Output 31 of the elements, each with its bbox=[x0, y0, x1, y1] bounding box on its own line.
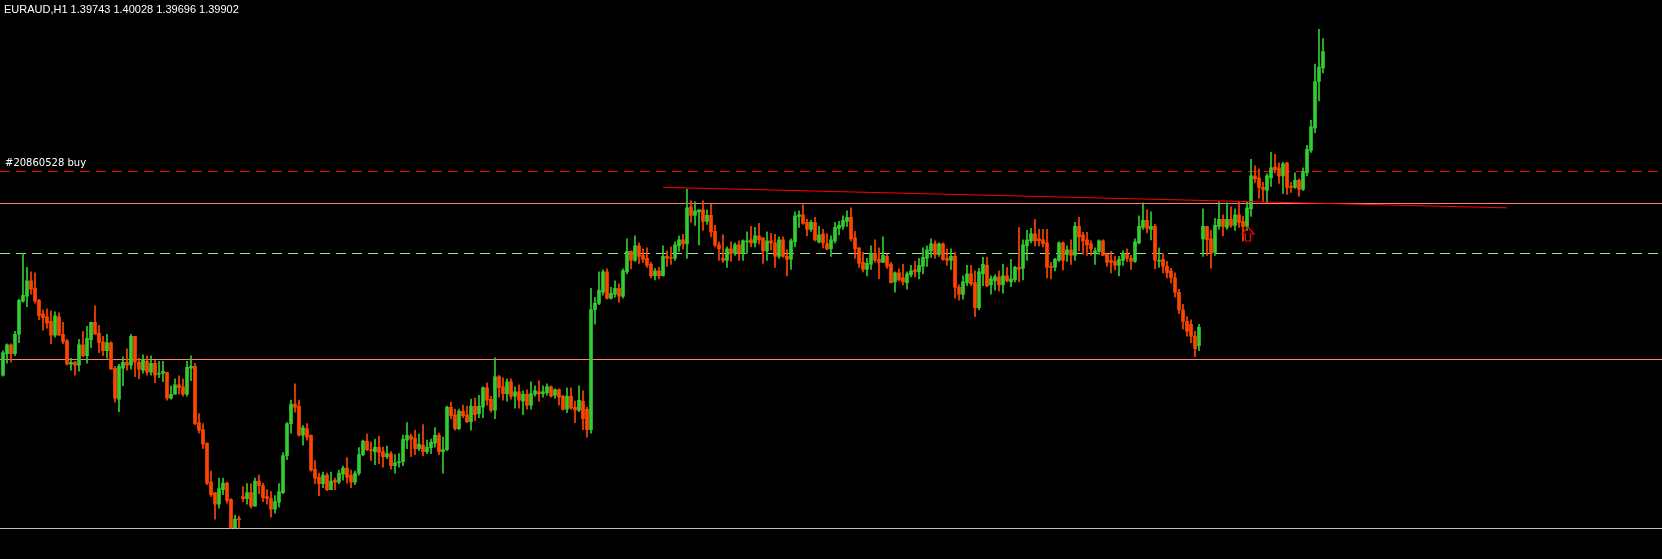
candlestick bbox=[913, 260, 917, 278]
candlestick bbox=[157, 360, 161, 379]
chart-title: EURAUD,H1 1.39743 1.40028 1.39696 1.39902 bbox=[4, 3, 239, 15]
candlestick bbox=[901, 263, 905, 286]
candlestick bbox=[537, 380, 541, 402]
candlestick bbox=[541, 385, 545, 398]
candlestick bbox=[421, 424, 425, 456]
candlestick bbox=[669, 246, 673, 265]
candlestick bbox=[1157, 247, 1161, 268]
candlestick bbox=[1085, 232, 1089, 256]
candlestick bbox=[125, 348, 129, 371]
candlestick bbox=[665, 250, 669, 267]
ref-line-label: #20860528 buy bbox=[5, 157, 87, 169]
candlestick bbox=[73, 360, 77, 376]
candlestick bbox=[69, 357, 73, 371]
candlestick bbox=[161, 360, 165, 383]
candlestick bbox=[373, 438, 377, 465]
candlestick bbox=[949, 248, 953, 270]
candlestick bbox=[393, 454, 397, 474]
candlestick bbox=[1009, 258, 1013, 288]
candlestick bbox=[177, 375, 181, 395]
candlestick bbox=[721, 234, 725, 263]
candlestick bbox=[377, 435, 381, 464]
candlestick bbox=[749, 226, 753, 248]
candlestick bbox=[1109, 250, 1113, 274]
candlestick bbox=[241, 486, 245, 502]
candlestick bbox=[513, 386, 517, 409]
candlestick bbox=[409, 433, 413, 457]
candlestick bbox=[1017, 227, 1021, 283]
candlestick bbox=[1149, 211, 1153, 241]
candlestick bbox=[237, 515, 241, 529]
